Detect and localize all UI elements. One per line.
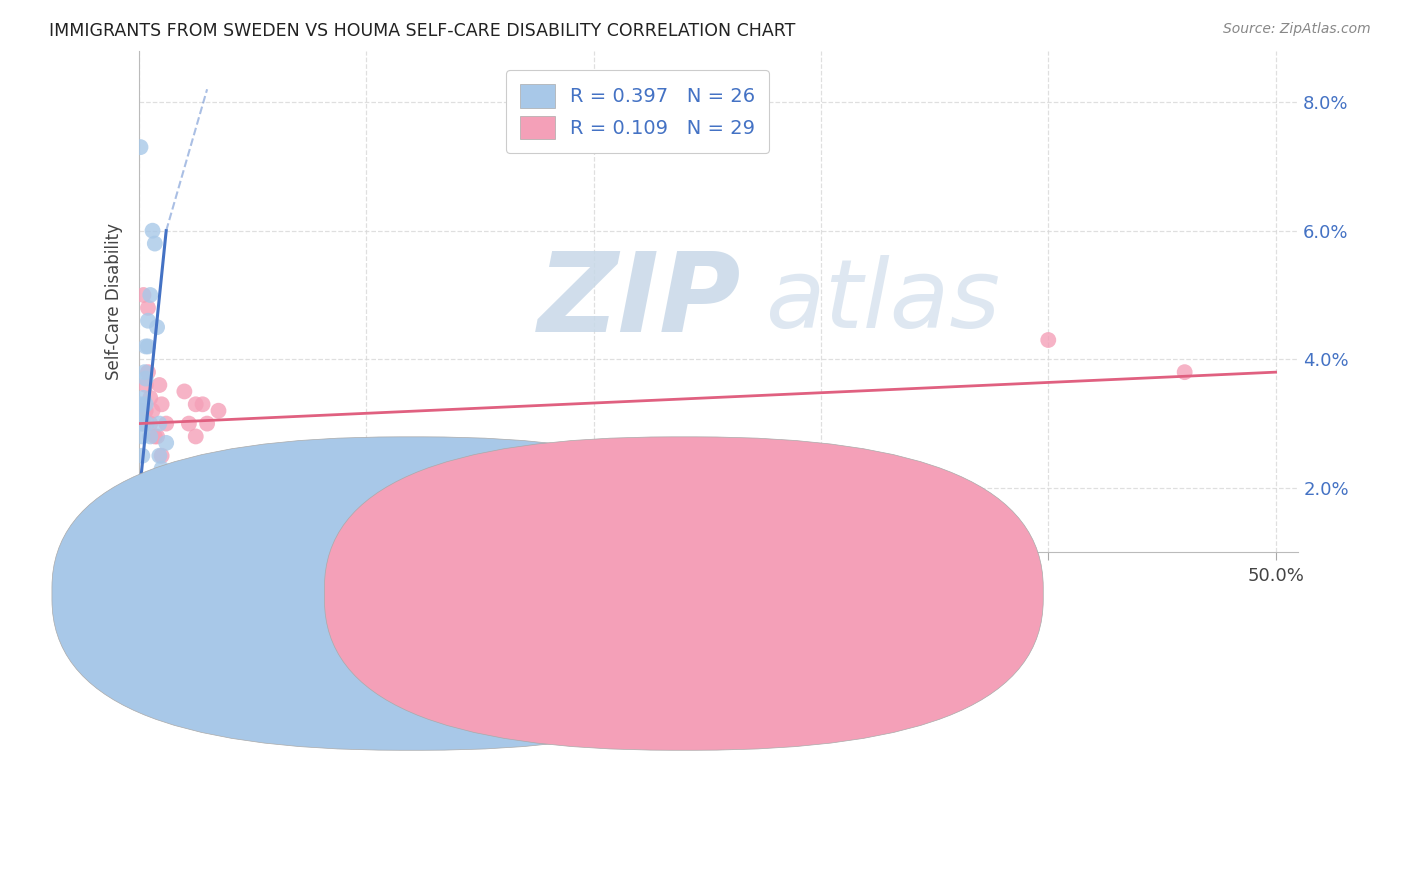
Point [148,378,170,392]
Point [141,403,163,417]
Point [139,391,162,405]
Point [146,320,169,334]
Point [165,493,187,508]
Point [129,397,152,411]
Text: ZIP: ZIP [538,248,742,355]
Point [195,417,218,431]
FancyBboxPatch shape [325,437,1043,750]
Point [173,384,195,399]
Point [150,461,173,475]
Point [207,403,229,417]
Point [143,236,166,251]
Point [169,493,191,508]
Point [129,417,152,431]
Text: Source: ZipAtlas.com: Source: ZipAtlas.com [1223,22,1371,37]
Point [184,429,207,443]
Point [1174,365,1197,379]
Point [135,417,157,431]
Point [139,417,162,431]
Point [141,224,163,238]
Point [184,397,207,411]
Legend: R = 0.397   N = 26, R = 0.109   N = 29: R = 0.397 N = 26, R = 0.109 N = 29 [506,70,769,153]
Point [129,403,152,417]
Point [132,391,155,405]
Point [148,449,170,463]
Point [139,429,162,443]
Point [139,288,162,302]
Point [148,417,170,431]
Point [136,365,159,379]
Point [143,429,166,443]
Point [150,397,173,411]
Point [146,429,169,443]
Point [136,301,159,315]
Point [135,378,157,392]
FancyBboxPatch shape [52,437,770,750]
Text: atlas: atlas [765,255,1000,348]
Point [150,449,173,463]
Point [131,410,153,425]
Point [135,339,157,353]
Point [131,429,153,443]
Point [177,417,200,431]
Text: Houma: Houma [689,592,748,610]
Point [134,365,156,379]
Point [155,417,177,431]
Point [129,140,152,154]
Text: IMMIGRANTS FROM SWEDEN VS HOUMA SELF-CARE DISABILITY CORRELATION CHART: IMMIGRANTS FROM SWEDEN VS HOUMA SELF-CAR… [49,22,796,40]
Text: Immigrants from Sweden: Immigrants from Sweden [381,592,592,610]
Point [132,417,155,431]
Point [162,468,184,483]
Point [129,403,152,417]
Point [155,500,177,515]
Point [191,397,214,411]
Point [131,449,153,463]
Point [1038,333,1060,347]
Point [162,468,184,483]
Point [135,397,157,411]
Point [155,435,177,450]
Point [136,314,159,328]
Point [136,339,159,353]
Point [135,403,157,417]
Point [132,288,155,302]
Point [132,417,155,431]
Point [135,371,157,385]
Y-axis label: Self-Care Disability: Self-Care Disability [105,223,122,380]
